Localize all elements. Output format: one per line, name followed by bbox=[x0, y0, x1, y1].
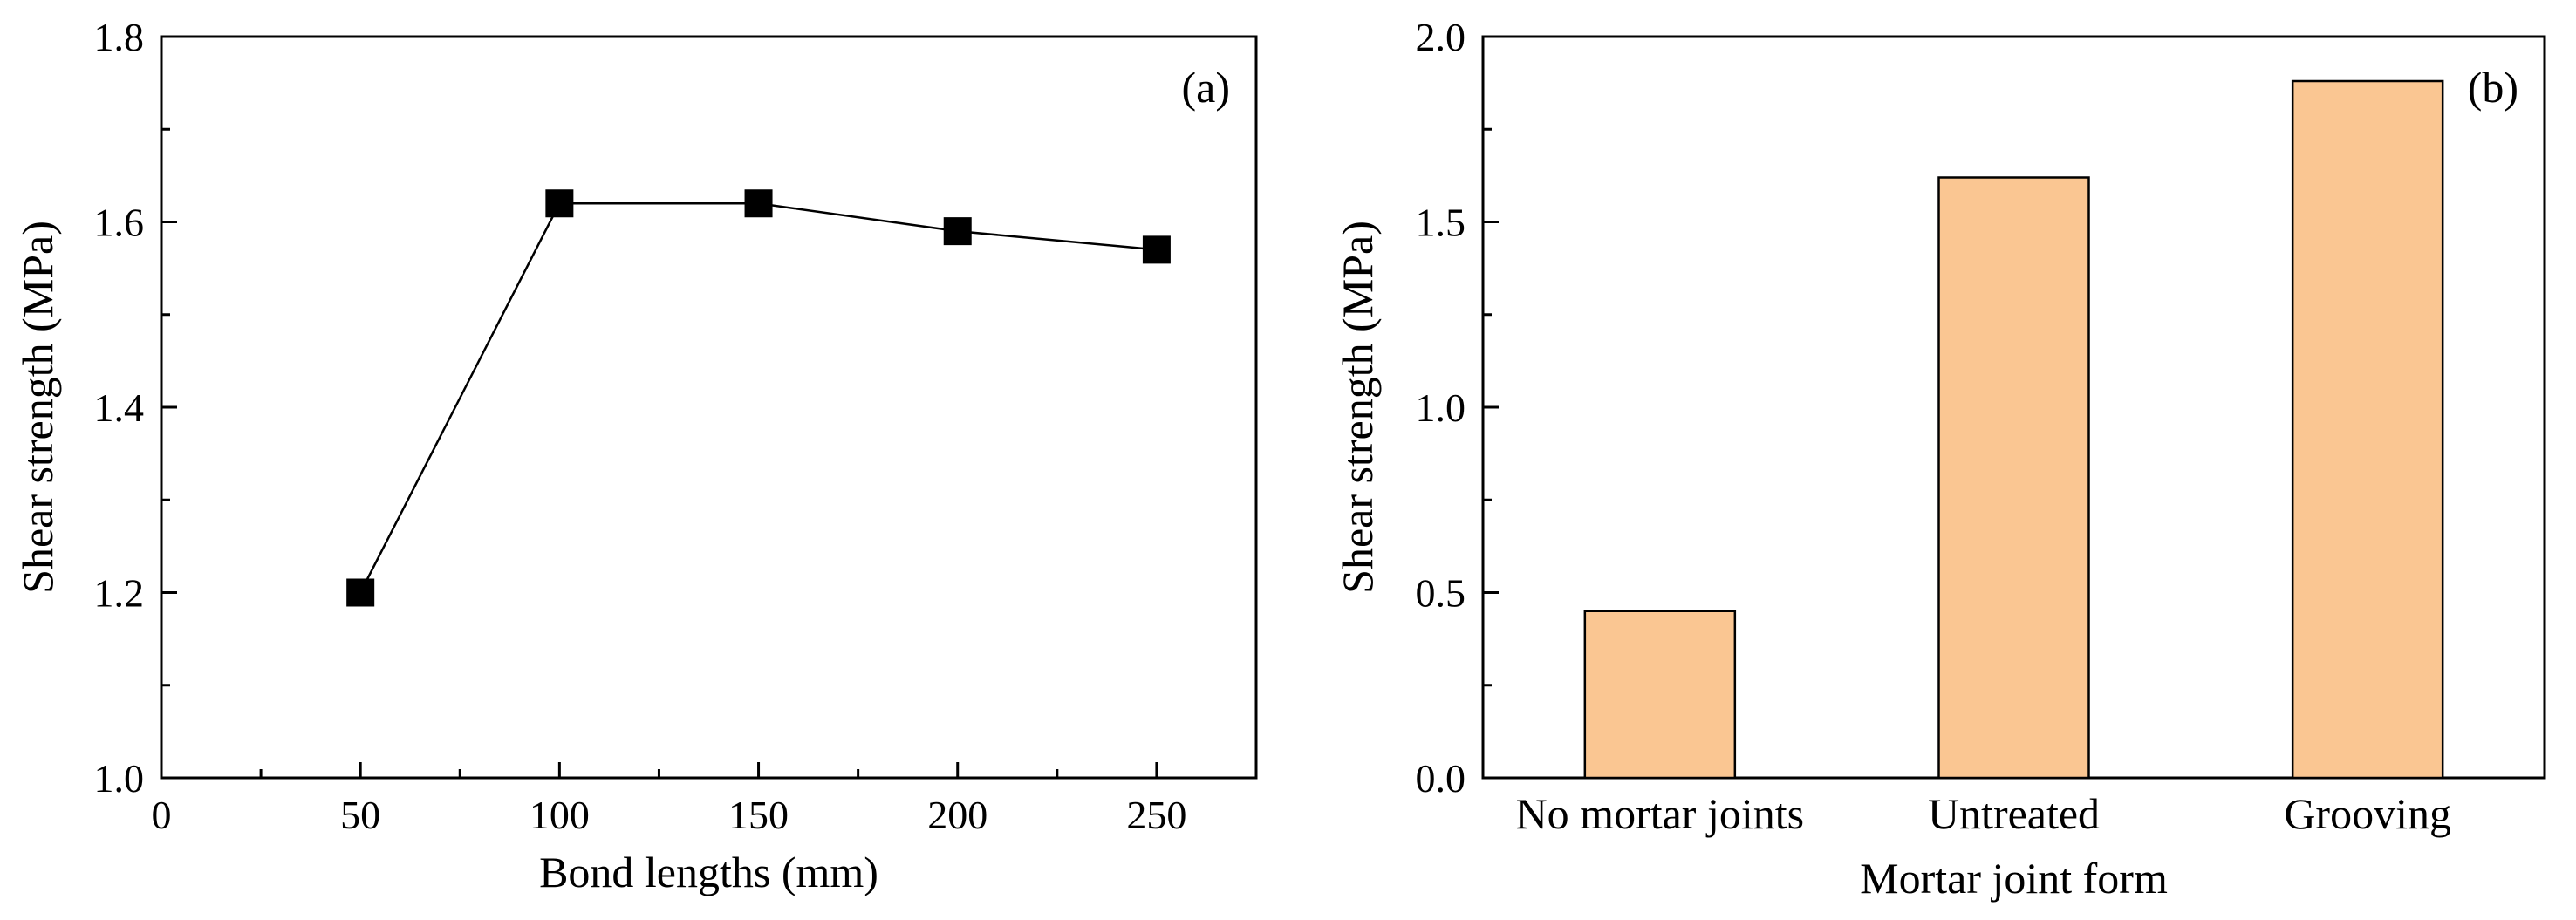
panel-a-y-tick-label: 1.8 bbox=[94, 15, 145, 59]
panel-b-category-label: Grooving bbox=[2284, 789, 2451, 838]
panel-a-y-tick-label: 1.2 bbox=[94, 571, 145, 616]
panel-a-x-axis-label: Bond lengths (mm) bbox=[539, 848, 878, 896]
panel-a-y-tick-label: 1.0 bbox=[94, 756, 145, 801]
panel-b-y-tick-label: 2.0 bbox=[1416, 15, 1466, 59]
panel-a-data-point bbox=[744, 189, 773, 218]
panel-a-y-tick-label: 1.4 bbox=[94, 385, 145, 430]
panel-b-y-tick-label: 0.0 bbox=[1416, 756, 1466, 801]
panel-b-category-label: No mortar joints bbox=[1516, 789, 1805, 838]
panel-b-y-axis-label: Shear strength (MPa) bbox=[1333, 221, 1382, 594]
panel-a-y-axis-label: Shear strength (MPa) bbox=[13, 221, 62, 594]
panel-a-x-tick-label: 200 bbox=[927, 793, 987, 837]
panel-b-bar bbox=[1583, 610, 1737, 780]
panel-a-data-point bbox=[545, 189, 574, 218]
panel-a-plot-frame bbox=[160, 35, 1258, 780]
panel-b-bar bbox=[1937, 176, 2090, 780]
panel-b-y-tick-label: 1.0 bbox=[1416, 385, 1466, 430]
panel-a-series-line bbox=[359, 202, 1158, 594]
panel-b-x-axis-label: Mortar joint form bbox=[1860, 854, 2168, 903]
panel-b-y-tick-label: 0.5 bbox=[1416, 571, 1466, 616]
panel-b-x-ticks: No mortar joints Untreated Grooving bbox=[1516, 789, 2451, 838]
panel-a-x-tick-label: 50 bbox=[340, 793, 380, 837]
panel-a-x-tick-label: 0 bbox=[152, 793, 172, 837]
panel-b-y-tick-label: 1.5 bbox=[1416, 201, 1466, 245]
panel-b-y-ticks: 0.0 0.5 1.0 1.5 2.0 bbox=[1416, 15, 1499, 801]
panel-b-bar-chart: No mortar joints Untreated Grooving 0.0 0.5… bbox=[1333, 15, 2546, 903]
panel-b-bar bbox=[2291, 79, 2444, 780]
panel-a-y-ticks: 1.0 1.2 1.4 1.6 1.8 bbox=[94, 15, 177, 801]
panel-a-data-point bbox=[943, 217, 972, 246]
panel-a-data-point bbox=[1142, 235, 1171, 264]
panel-a-series bbox=[346, 189, 1171, 607]
panel-b-category-label: Untreated bbox=[1928, 789, 2100, 838]
panel-a-x-ticks: 0 50 100 150 200 250 bbox=[152, 762, 1186, 837]
panel-a-y-tick-label: 1.6 bbox=[94, 201, 145, 245]
panel-a-line-chart: 0 50 100 150 200 250 1.0 1.2 1.4 1.6 1.8 Bond len… bbox=[13, 15, 1258, 896]
panel-b-tag: (b) bbox=[2468, 63, 2518, 112]
panel-a-x-tick-label: 250 bbox=[1126, 793, 1186, 837]
panel-a-data-point bbox=[346, 578, 375, 607]
panel-b-bars bbox=[1583, 79, 2444, 780]
panel-a-tag: (a) bbox=[1182, 63, 1231, 112]
panel-a-x-tick-label: 100 bbox=[530, 793, 590, 837]
panel-a-x-tick-label: 150 bbox=[728, 793, 789, 837]
